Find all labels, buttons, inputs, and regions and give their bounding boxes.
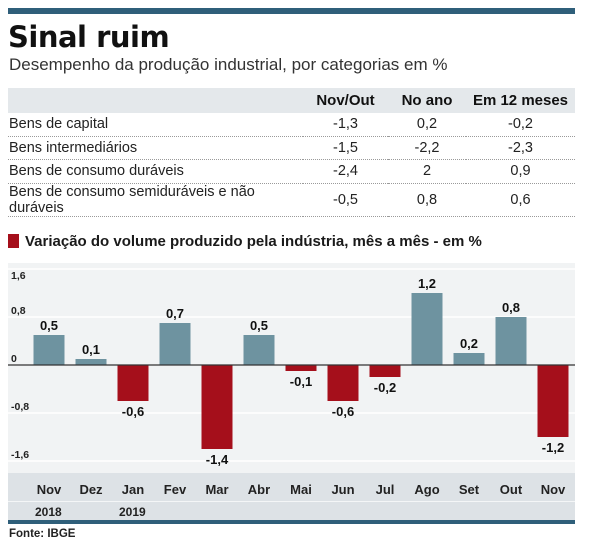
x-tick-label: Jul bbox=[375, 482, 395, 497]
row-value: 0,9 bbox=[466, 159, 575, 184]
row-value: 0,6 bbox=[466, 183, 575, 217]
page-title: Sinal ruim bbox=[8, 20, 170, 54]
x-tick-label: Jan bbox=[121, 482, 145, 497]
data-label: 0,5 bbox=[250, 318, 268, 333]
data-label: -0,2 bbox=[374, 380, 396, 395]
chart-title-marker bbox=[8, 234, 19, 248]
row-value: -1,5 bbox=[303, 136, 388, 160]
x-tick-label: Abr bbox=[247, 482, 271, 497]
summary-column-header: Nov/Out bbox=[303, 88, 388, 113]
table-row: Bens intermediários -1,5 -2,2 -2,3 bbox=[8, 136, 575, 160]
bar-chart: 1,6 0,8 0 -0,8 -1,6 0,5 0,1 -0,6 0,7 -1,4 0,5 -0,1 -… bbox=[8, 268, 575, 467]
x-tick-label: Jun bbox=[331, 482, 355, 497]
y-tick-label: -0,8 bbox=[11, 401, 29, 413]
bar bbox=[75, 359, 107, 365]
y-tick-label: 0 bbox=[11, 353, 17, 365]
row-value: -2,3 bbox=[466, 136, 575, 160]
row-label: Bens de capital bbox=[8, 113, 303, 137]
data-label: -1,2 bbox=[542, 440, 564, 455]
data-label: -1,4 bbox=[206, 452, 229, 467]
bottom-rule bbox=[8, 520, 575, 524]
chart-plot-area: 1,6 0,8 0 -0,8 -1,6 0,5 0,1 -0,6 0,7 -1,4 0,5 -0,1 -… bbox=[8, 263, 575, 473]
bar bbox=[369, 365, 401, 377]
bar bbox=[285, 365, 317, 371]
x-tick-label: Set bbox=[458, 482, 480, 497]
table-row: Bens de consumo semiduráveis e não duráv… bbox=[8, 183, 575, 217]
table-row: Bens de capital -1,3 0,2 -0,2 bbox=[8, 113, 575, 137]
data-label: 1,2 bbox=[418, 276, 436, 291]
y-tick-label: 0,8 bbox=[11, 305, 26, 317]
year-label: 2019 bbox=[119, 505, 146, 519]
summary-column-header: No ano bbox=[388, 88, 466, 113]
x-tick-label: Ago bbox=[414, 482, 440, 497]
data-label: 0,1 bbox=[82, 342, 100, 357]
x-tick-label: Nov bbox=[36, 482, 62, 497]
summary-column-header: Em 12 meses bbox=[466, 88, 575, 113]
row-label: Bens intermediários bbox=[8, 136, 303, 160]
bar bbox=[33, 335, 65, 365]
data-label: 0,2 bbox=[460, 336, 478, 351]
source-note: Fonte: IBGE bbox=[9, 528, 76, 540]
data-label: -0,6 bbox=[122, 404, 144, 419]
row-value: -2,2 bbox=[388, 136, 466, 160]
x-tick-label: Nov bbox=[540, 482, 566, 497]
bar bbox=[201, 365, 233, 449]
summary-header-blank bbox=[8, 88, 303, 113]
row-value: -0,2 bbox=[466, 113, 575, 137]
data-label: -0,1 bbox=[290, 374, 312, 389]
data-label: 0,7 bbox=[166, 306, 184, 321]
summary-header-row: Nov/Out No ano Em 12 meses bbox=[8, 88, 575, 113]
row-value: -2,4 bbox=[303, 159, 388, 184]
data-label: -0,6 bbox=[332, 404, 354, 419]
bar bbox=[411, 293, 443, 365]
bar bbox=[495, 317, 527, 365]
bar bbox=[453, 353, 485, 365]
bar bbox=[243, 335, 275, 365]
data-label: 0,5 bbox=[40, 318, 58, 333]
row-value: -1,3 bbox=[303, 113, 388, 137]
bar bbox=[117, 365, 149, 401]
row-label: Bens de consumo duráveis bbox=[8, 159, 303, 184]
y-tick-label: 1,6 bbox=[11, 270, 26, 282]
x-axis-strip: Nov Dez Jan Fev Mar Abr Mai Jun Jul Ago Set Out Nov 2… bbox=[8, 473, 575, 520]
data-label: 0,8 bbox=[502, 300, 520, 315]
x-tick-label: Mai bbox=[290, 482, 312, 497]
year-label: 2018 bbox=[35, 505, 62, 519]
x-tick-label: Mar bbox=[205, 482, 229, 497]
y-tick-label: -1,6 bbox=[11, 449, 29, 461]
row-value: 2 bbox=[388, 159, 466, 184]
bar bbox=[159, 323, 191, 365]
top-rule bbox=[8, 8, 575, 14]
bar bbox=[327, 365, 359, 401]
x-tick-label: Dez bbox=[79, 482, 103, 497]
row-value: -0,5 bbox=[303, 183, 388, 217]
chart-title: Variação do volume produzido pela indúst… bbox=[25, 233, 482, 250]
row-value: 0,8 bbox=[388, 183, 466, 217]
table-row: Bens de consumo duráveis -2,4 2 0,9 bbox=[8, 159, 575, 184]
axis-divider bbox=[8, 501, 575, 502]
summary-table: Nov/Out No ano Em 12 meses Bens de capit… bbox=[8, 88, 575, 217]
bar bbox=[537, 365, 569, 437]
row-value: 0,2 bbox=[388, 113, 466, 137]
x-tick-label: Fev bbox=[163, 482, 187, 497]
page-subtitle: Desempenho da produção industrial, por c… bbox=[9, 55, 448, 74]
row-label: Bens de consumo semiduráveis e não duráv… bbox=[8, 183, 303, 217]
x-tick-label: Out bbox=[499, 482, 523, 497]
